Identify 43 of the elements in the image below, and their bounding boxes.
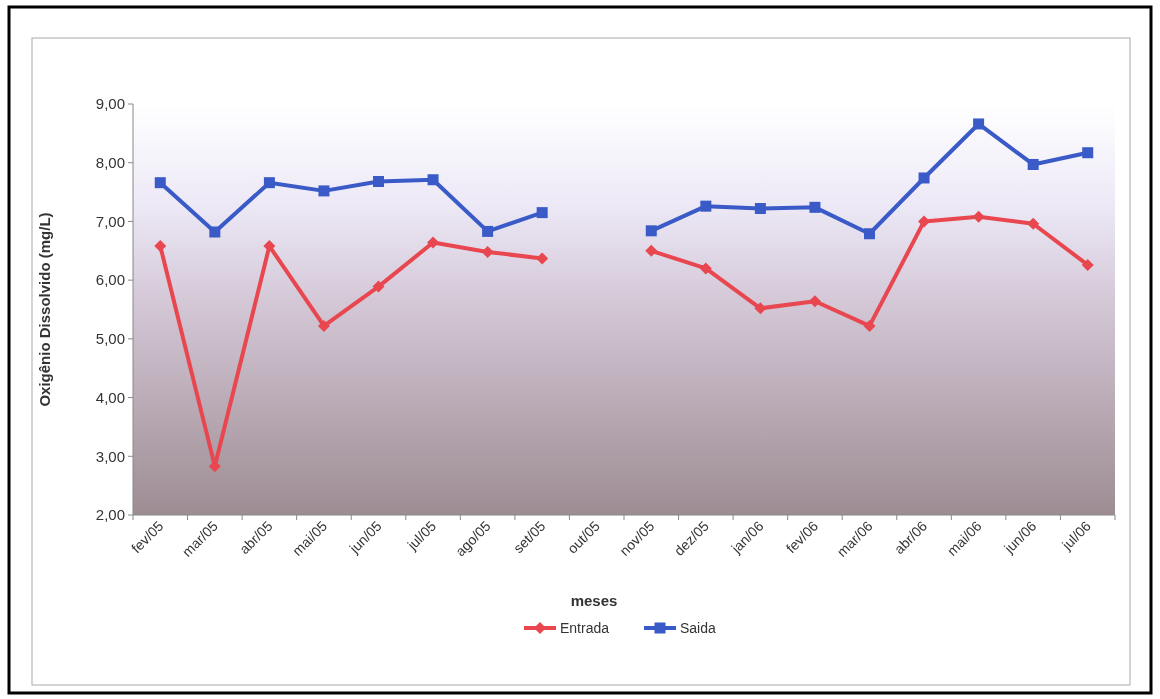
point xyxy=(754,302,767,315)
point xyxy=(700,200,712,212)
point xyxy=(1027,158,1039,170)
point xyxy=(754,203,766,215)
point xyxy=(864,228,875,240)
y-tick-label: 8,00 xyxy=(95,153,125,171)
point xyxy=(209,226,221,238)
point xyxy=(427,236,440,249)
y-tick-label: 3,00 xyxy=(95,447,125,465)
point xyxy=(809,201,821,213)
point xyxy=(972,210,985,223)
point xyxy=(427,174,439,186)
y-tick-label: 6,00 xyxy=(95,271,125,289)
point xyxy=(317,319,330,332)
point xyxy=(536,252,549,265)
point xyxy=(918,172,930,184)
y-tick-label: 5,00 xyxy=(95,330,125,348)
y-tick-label: 9,00 xyxy=(95,95,125,113)
x-axis-title: meses xyxy=(570,592,618,609)
point xyxy=(973,118,985,130)
point xyxy=(699,262,712,275)
y-tick-label: 2,00 xyxy=(95,506,125,524)
point xyxy=(1027,217,1040,230)
point xyxy=(154,240,167,253)
y-tick-label: 7,00 xyxy=(95,212,125,230)
point xyxy=(318,185,330,197)
point xyxy=(372,280,385,293)
point xyxy=(481,245,494,258)
legend-label: Entrada xyxy=(560,619,610,636)
point xyxy=(482,225,494,237)
point xyxy=(1081,258,1094,271)
point xyxy=(154,177,166,189)
point xyxy=(645,225,657,237)
point xyxy=(263,177,275,189)
point xyxy=(263,240,276,253)
y-axis-title: Oxigênio Dissolvido (mg/L) xyxy=(36,212,53,407)
legend-label: Saida xyxy=(680,619,717,636)
point xyxy=(373,176,384,187)
point xyxy=(1082,147,1094,159)
y-tick-label: 4,00 xyxy=(95,388,125,406)
point xyxy=(536,207,548,219)
point xyxy=(863,319,876,332)
point xyxy=(645,244,658,257)
